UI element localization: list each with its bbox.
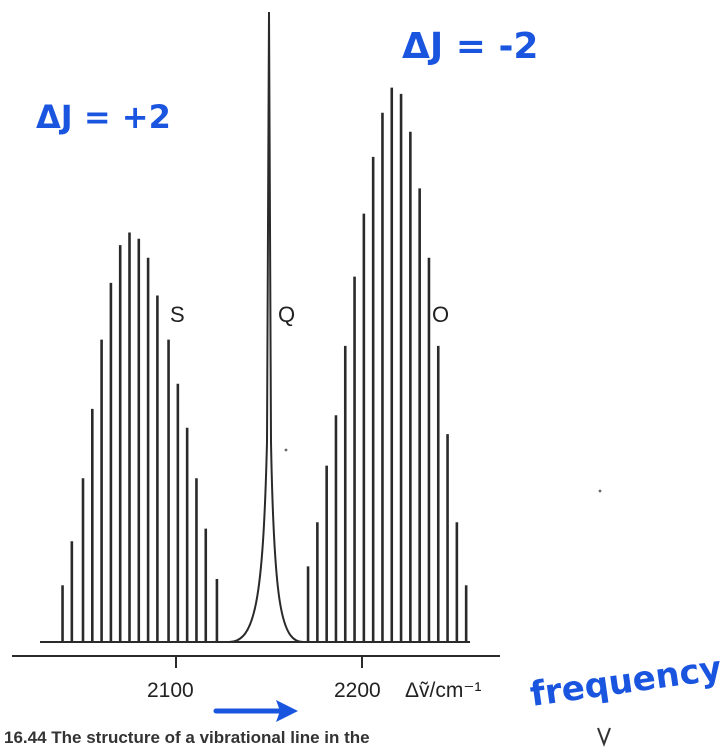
figure-caption: 16.44 The structure of a vibrational lin… [4,728,370,747]
s-branch-lines [61,232,219,642]
s-branch-label: S [170,302,185,327]
x-axis-ticks [175,656,363,668]
x-tick-label-2100: 2100 [147,679,194,702]
plot-area [12,11,500,668]
delta-j-minus-annotation: ΔJ = -2 [402,26,538,67]
q-branch-peak [228,11,304,643]
delta-j-plus-annotation: ΔJ = +2 [36,98,171,136]
x-axis-label: Δṽ/cm⁻¹ [405,679,481,702]
x-tick-label-2200: 2200 [334,679,381,702]
o-branch-lines [306,87,468,642]
partial-handwriting-mark [597,727,611,747]
q-branch-label: Q [278,302,295,327]
scan-speck [284,448,288,452]
frequency-arrow [213,700,298,722]
o-branch-label: O [432,302,449,327]
scan-speck [598,489,602,493]
frequency-annotation: frequency [528,648,720,714]
